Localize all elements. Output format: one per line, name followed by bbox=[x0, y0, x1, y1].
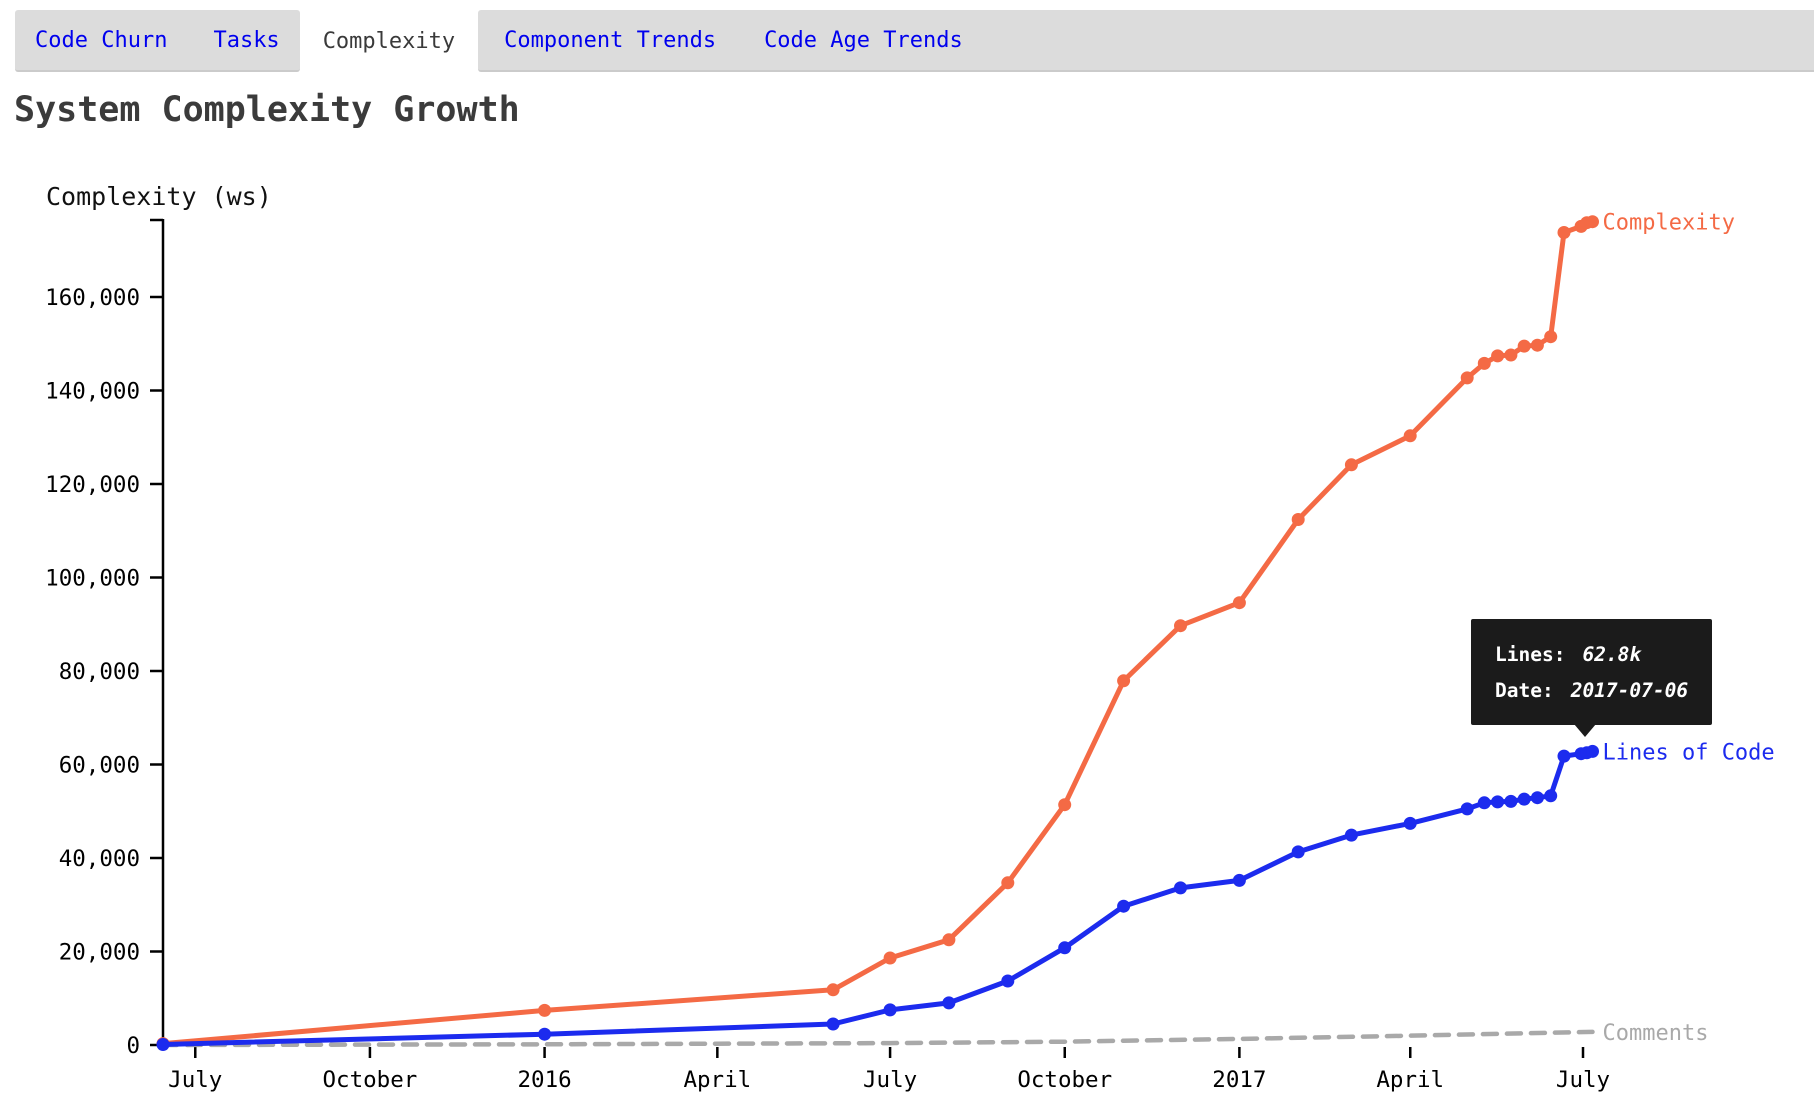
y-tick-label: 100,000 bbox=[45, 566, 140, 592]
data-point-lines-of-code[interactable] bbox=[1232, 873, 1246, 887]
tooltip-lines-value: 62.8k bbox=[1582, 643, 1642, 666]
data-point-lines-of-code[interactable] bbox=[1477, 796, 1491, 810]
tooltip-pointer-icon bbox=[1574, 724, 1596, 737]
y-tick-label: 40,000 bbox=[59, 846, 140, 872]
data-point-complexity[interactable] bbox=[1544, 330, 1558, 344]
data-point-lines-of-code[interactable] bbox=[1544, 789, 1558, 803]
tab-complexity-active[interactable]: Complexity bbox=[299, 10, 479, 72]
series-line-lines-of-code bbox=[160, 748, 1595, 1047]
page-title: System Complexity Growth bbox=[14, 90, 520, 130]
data-point-lines-of-code[interactable] bbox=[1491, 795, 1505, 809]
data-point-lines-of-code[interactable] bbox=[538, 1027, 552, 1041]
data-point-complexity[interactable] bbox=[1530, 338, 1544, 352]
data-point-lines-of-code[interactable] bbox=[1586, 744, 1599, 758]
data-point-complexity[interactable] bbox=[883, 951, 897, 965]
data-point-complexity[interactable] bbox=[1058, 798, 1072, 812]
tooltip-lines-label: Lines: bbox=[1495, 643, 1566, 666]
tab-group-left: Code Churn Tasks bbox=[15, 10, 300, 72]
data-point-complexity[interactable] bbox=[1491, 349, 1505, 363]
data-point-complexity[interactable] bbox=[1174, 619, 1187, 633]
x-tick-label: 2016 bbox=[517, 1067, 571, 1093]
y-tick-label: 0 bbox=[126, 1033, 140, 1059]
data-point-lines-of-code[interactable] bbox=[1344, 828, 1358, 842]
data-point-lines-of-code[interactable] bbox=[1460, 802, 1474, 816]
data-point-complexity[interactable] bbox=[1477, 356, 1491, 370]
x-tick-label: April bbox=[1376, 1067, 1444, 1093]
x-tick-label: July bbox=[863, 1067, 917, 1093]
data-point-complexity[interactable] bbox=[1504, 348, 1518, 362]
series-line-comments bbox=[160, 1029, 1595, 1048]
tab-group-right: Component Trends Code Age Trends bbox=[478, 10, 1814, 72]
series-line-complexity bbox=[160, 219, 1595, 1047]
tab-component-trends[interactable]: Component Trends bbox=[504, 27, 717, 53]
y-tick-label: 120,000 bbox=[45, 472, 140, 498]
data-point-lines-of-code[interactable] bbox=[883, 1003, 897, 1017]
data-point-complexity[interactable] bbox=[1001, 876, 1015, 890]
chart-tooltip: Lines: 62.8k Date: 2017-07-06 bbox=[1471, 619, 1713, 737]
data-point-lines-of-code[interactable] bbox=[1517, 792, 1531, 806]
tooltip-date-row: Date: 2017-07-06 bbox=[1495, 673, 1688, 709]
data-point-lines-of-code[interactable] bbox=[942, 996, 956, 1010]
y-axis-title: Complexity (ws) bbox=[46, 182, 272, 211]
data-point-complexity[interactable] bbox=[942, 933, 956, 947]
data-point-complexity[interactable] bbox=[826, 983, 840, 997]
tab-code-churn[interactable]: Code Churn bbox=[35, 27, 168, 53]
data-point-complexity[interactable] bbox=[1517, 339, 1531, 353]
tooltip-date-label: Date: bbox=[1495, 679, 1554, 702]
x-tick-label: July bbox=[168, 1067, 222, 1093]
data-point-lines-of-code[interactable] bbox=[156, 1038, 170, 1051]
data-point-complexity[interactable] bbox=[1403, 429, 1417, 443]
data-point-lines-of-code[interactable] bbox=[1403, 816, 1417, 830]
tab-tasks[interactable]: Tasks bbox=[213, 27, 280, 53]
tooltip-date-value: 2017-07-06 bbox=[1570, 679, 1689, 702]
tab-code-age-trends[interactable]: Code Age Trends bbox=[764, 27, 963, 53]
tab-bar: Code Churn Tasks Complexity Component Tr… bbox=[15, 10, 1814, 72]
data-point-lines-of-code[interactable] bbox=[1557, 749, 1571, 763]
data-point-lines-of-code[interactable] bbox=[1001, 974, 1015, 988]
data-point-lines-of-code[interactable] bbox=[826, 1017, 840, 1031]
data-point-complexity[interactable] bbox=[1460, 371, 1474, 385]
data-point-lines-of-code[interactable] bbox=[1174, 881, 1187, 895]
y-tick-label: 160,000 bbox=[45, 285, 140, 311]
x-tick-label: October bbox=[1017, 1067, 1112, 1093]
data-point-complexity[interactable] bbox=[1291, 513, 1305, 526]
data-point-lines-of-code[interactable] bbox=[1530, 791, 1544, 805]
data-point-complexity[interactable] bbox=[1232, 596, 1246, 610]
legend-label-comments: Comments bbox=[1602, 1021, 1708, 1046]
data-point-complexity[interactable] bbox=[1117, 674, 1131, 688]
data-point-complexity[interactable] bbox=[1344, 458, 1358, 472]
x-tick-label: October bbox=[323, 1067, 418, 1093]
data-point-lines-of-code[interactable] bbox=[1291, 845, 1305, 859]
data-point-complexity[interactable] bbox=[1557, 226, 1571, 239]
data-point-lines-of-code[interactable] bbox=[1117, 899, 1131, 913]
data-point-lines-of-code[interactable] bbox=[1504, 794, 1518, 808]
y-tick-label: 20,000 bbox=[59, 940, 140, 966]
y-tick-label: 140,000 bbox=[45, 379, 140, 405]
legend-label-complexity: Complexity bbox=[1602, 211, 1734, 236]
x-tick-label: 2017 bbox=[1212, 1067, 1266, 1093]
legend-label-lines-of-code: Lines of Code bbox=[1602, 740, 1774, 765]
x-tick-label: April bbox=[683, 1067, 751, 1093]
y-tick-label: 80,000 bbox=[59, 659, 140, 685]
data-point-lines-of-code[interactable] bbox=[1058, 941, 1072, 955]
data-point-complexity[interactable] bbox=[1586, 215, 1599, 229]
y-tick-label: 60,000 bbox=[59, 753, 140, 779]
x-tick-label: July bbox=[1556, 1067, 1610, 1093]
tooltip-lines-row: Lines: 62.8k bbox=[1495, 637, 1688, 673]
data-point-complexity[interactable] bbox=[538, 1003, 552, 1017]
